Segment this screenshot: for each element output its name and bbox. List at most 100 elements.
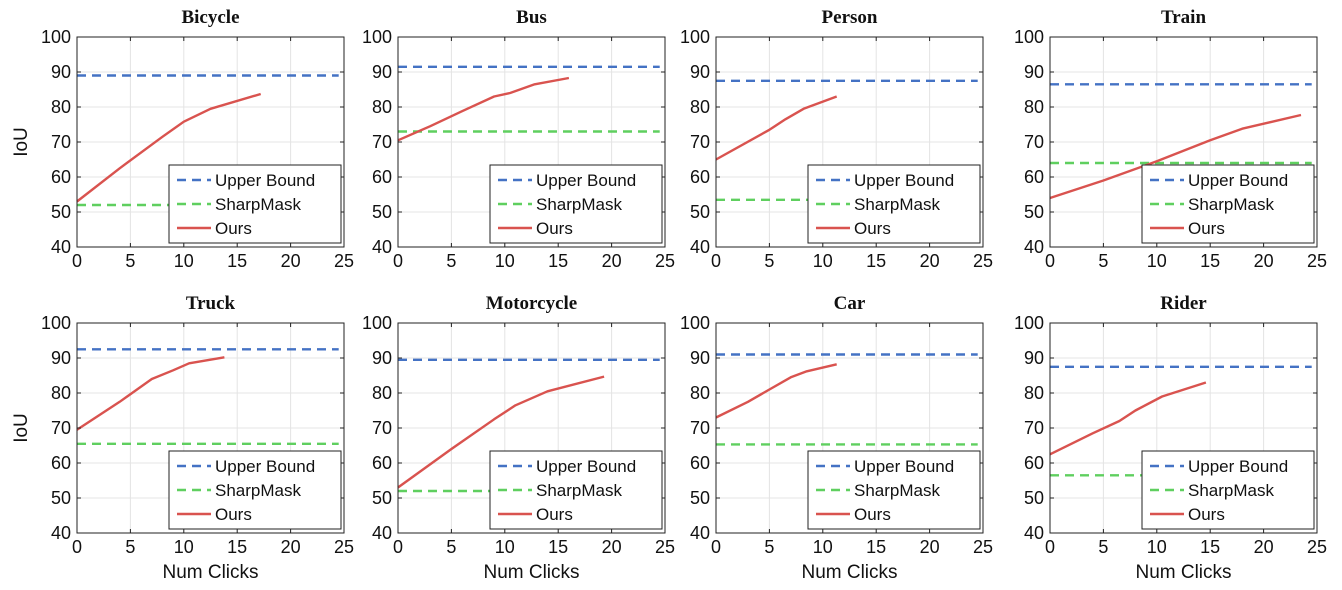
y-tick-label: 70 bbox=[51, 132, 71, 152]
y-tick-label: 60 bbox=[690, 453, 710, 473]
y-tick-label: 90 bbox=[1024, 62, 1044, 82]
y-tick-label: 50 bbox=[690, 488, 710, 508]
x-tick-label: 20 bbox=[281, 251, 301, 271]
y-tick-label: 80 bbox=[1024, 97, 1044, 117]
y-tick-label: 90 bbox=[372, 348, 392, 368]
x-axis-label: Num Clicks bbox=[801, 562, 897, 583]
series-line-ours bbox=[715, 95, 838, 161]
legend-label: Upper Bound bbox=[1188, 457, 1288, 476]
y-tick-label: 80 bbox=[1024, 383, 1044, 403]
x-tick-label: 10 bbox=[174, 251, 194, 271]
legend-label: Ours bbox=[536, 219, 573, 238]
legend-label: Ours bbox=[215, 505, 252, 524]
y-tick-label: 50 bbox=[690, 202, 710, 222]
x-axis-label: Num Clicks bbox=[1135, 562, 1231, 583]
x-tick-label: 0 bbox=[393, 251, 403, 271]
x-tick-label: 0 bbox=[1045, 251, 1055, 271]
y-tick-label: 70 bbox=[372, 418, 392, 438]
series-line-ours bbox=[1049, 381, 1207, 456]
x-tick-label: 20 bbox=[920, 537, 940, 557]
legend-label: Upper Bound bbox=[536, 171, 636, 190]
chart-title: Car bbox=[834, 293, 866, 314]
x-tick-label: 20 bbox=[281, 537, 301, 557]
y-tick-label: 40 bbox=[690, 237, 710, 257]
x-tick-label: 10 bbox=[495, 251, 515, 271]
y-tick-label: 60 bbox=[690, 167, 710, 187]
y-tick-label: 50 bbox=[1024, 202, 1044, 222]
y-tick-label: 60 bbox=[372, 167, 392, 187]
x-tick-label: 15 bbox=[548, 251, 568, 271]
series-line-ours bbox=[397, 375, 605, 489]
legend-label: Ours bbox=[1188, 505, 1225, 524]
y-tick-label: 60 bbox=[372, 453, 392, 473]
x-tick-label: 15 bbox=[1200, 251, 1220, 271]
x-tick-label: 20 bbox=[1254, 537, 1274, 557]
legend: Upper Bound SharpMask Ours bbox=[1141, 450, 1315, 530]
y-tick-label: 40 bbox=[51, 523, 71, 543]
y-tick-label: 60 bbox=[1024, 167, 1044, 187]
y-tick-label: 80 bbox=[51, 97, 71, 117]
x-tick-label: 5 bbox=[125, 537, 135, 557]
y-tick-label: 80 bbox=[690, 97, 710, 117]
x-tick-label: 10 bbox=[813, 251, 833, 271]
x-tick-label: 10 bbox=[174, 537, 194, 557]
y-tick-label: 90 bbox=[372, 62, 392, 82]
subplot-bicycle: 0 5 10 15 20 25 40 50 60 70 80 90 100 Bicycle IoU Upper… bbox=[11, 7, 354, 271]
x-axis-label: Num Clicks bbox=[483, 562, 579, 583]
subplot-truck: 0 5 10 15 20 25 40 50 60 70 80 90 100 Truck Num Clicks… bbox=[11, 293, 354, 583]
subplot-person: 0 5 10 15 20 25 40 50 60 70 80 90 100 Person Upper Bou… bbox=[680, 7, 993, 271]
series-line-ours bbox=[1049, 113, 1302, 200]
legend-label: SharpMask bbox=[215, 195, 301, 214]
legend: Upper Bound SharpMask Ours bbox=[807, 164, 981, 244]
subplot-rider: 0 5 10 15 20 25 40 50 60 70 80 90 100 Rider Num Clicks… bbox=[1014, 293, 1327, 583]
y-tick-label: 40 bbox=[372, 523, 392, 543]
y-tick-label: 40 bbox=[1024, 523, 1044, 543]
y-tick-label: 60 bbox=[51, 453, 71, 473]
legend-label: Ours bbox=[215, 219, 252, 238]
x-tick-label: 25 bbox=[655, 251, 675, 271]
chart-title: Rider bbox=[1160, 293, 1207, 314]
x-tick-label: 20 bbox=[1254, 251, 1274, 271]
y-tick-label: 70 bbox=[51, 418, 71, 438]
legend-label: SharpMask bbox=[854, 481, 940, 500]
x-tick-label: 5 bbox=[1098, 251, 1108, 271]
x-tick-label: 5 bbox=[446, 251, 456, 271]
x-tick-label: 0 bbox=[711, 251, 721, 271]
legend-label: Ours bbox=[854, 505, 891, 524]
x-tick-label: 25 bbox=[334, 537, 354, 557]
y-tick-label: 80 bbox=[372, 383, 392, 403]
x-tick-label: 15 bbox=[227, 537, 247, 557]
y-tick-label: 70 bbox=[1024, 132, 1044, 152]
y-tick-label: 50 bbox=[372, 488, 392, 508]
legend-label: Ours bbox=[854, 219, 891, 238]
y-tick-label: 40 bbox=[372, 237, 392, 257]
y-tick-label: 70 bbox=[372, 132, 392, 152]
y-tick-label: 50 bbox=[51, 202, 71, 222]
legend: Upper Bound SharpMask Ours bbox=[1141, 164, 1315, 244]
y-tick-label: 70 bbox=[690, 418, 710, 438]
x-tick-label: 15 bbox=[1200, 537, 1220, 557]
y-tick-label: 70 bbox=[690, 132, 710, 152]
x-tick-label: 15 bbox=[548, 537, 568, 557]
y-tick-label: 40 bbox=[51, 237, 71, 257]
x-tick-label: 0 bbox=[711, 537, 721, 557]
x-tick-label: 25 bbox=[655, 537, 675, 557]
y-tick-label: 90 bbox=[51, 348, 71, 368]
y-tick-label: 90 bbox=[690, 348, 710, 368]
y-tick-label: 40 bbox=[1024, 237, 1044, 257]
series-line-ours bbox=[76, 356, 225, 431]
legend-label: SharpMask bbox=[536, 481, 622, 500]
legend-label: Ours bbox=[536, 505, 573, 524]
x-tick-label: 10 bbox=[1147, 537, 1167, 557]
chart-title: Truck bbox=[186, 293, 236, 314]
legend: Upper Bound SharpMask Ours bbox=[489, 450, 663, 530]
y-tick-label: 100 bbox=[41, 313, 71, 333]
x-tick-label: 0 bbox=[72, 251, 82, 271]
legend-label: Upper Bound bbox=[1188, 171, 1288, 190]
x-tick-label: 5 bbox=[446, 537, 456, 557]
x-tick-label: 25 bbox=[1307, 537, 1327, 557]
legend-label: Upper Bound bbox=[854, 171, 954, 190]
x-tick-label: 10 bbox=[1147, 251, 1167, 271]
y-tick-label: 100 bbox=[680, 27, 710, 47]
y-tick-label: 80 bbox=[372, 97, 392, 117]
